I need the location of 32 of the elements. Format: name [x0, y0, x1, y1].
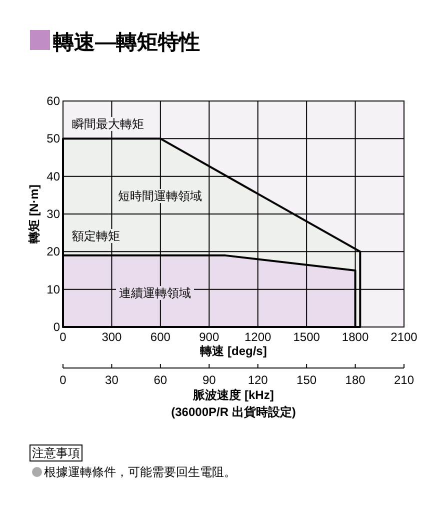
x-tick-label: 1800 — [342, 330, 369, 344]
x-tick-label: 1200 — [244, 330, 272, 344]
x-tick-label: 900 — [199, 330, 220, 344]
x-tick-label: 600 — [150, 330, 171, 344]
x-tick-label: 2100 — [390, 330, 418, 344]
x2-tick-label: 210 — [394, 373, 414, 387]
y-tick-label: 60 — [46, 94, 60, 108]
x2-tick-label: 30 — [105, 373, 119, 387]
y-axis-title: 轉矩 [N·m] — [27, 184, 41, 244]
annotation: 短時間運轉領域 — [118, 189, 202, 203]
x-tick-label: 1500 — [293, 330, 320, 344]
text: (36000P/R 出貨時設定) — [171, 405, 296, 419]
x2-tick-label: 90 — [202, 373, 216, 387]
y-tick-label: 0 — [53, 320, 60, 334]
annotation: 瞬間最大轉矩 — [72, 117, 144, 131]
y-tick-label: 40 — [46, 169, 60, 184]
y-tick-label: 30 — [46, 207, 60, 221]
y-tick-label: 50 — [46, 132, 60, 146]
x2-tick-label: 120 — [248, 373, 268, 387]
chart-title: 轉速—轉矩特性 — [52, 31, 200, 54]
text: 根據運轉條件，可能需要回生電阻。 — [44, 465, 236, 479]
annotation: 額定轉矩 — [72, 229, 120, 243]
annotation: 連續運轉領域 — [119, 286, 191, 300]
x-axis-title: 轉速 [deg/s] — [199, 344, 267, 358]
text: 注意事項 — [32, 446, 80, 460]
x2-tick-label: 60 — [154, 373, 168, 387]
x2-axis-title: 脈波速度 [kHz] — [192, 388, 274, 402]
y-tick-label: 10 — [46, 282, 60, 296]
x2-tick-label: 150 — [296, 373, 317, 387]
y-tick-label: 20 — [46, 244, 60, 259]
x2-tick-label: 180 — [345, 373, 366, 387]
x-tick-label: 300 — [102, 330, 122, 344]
